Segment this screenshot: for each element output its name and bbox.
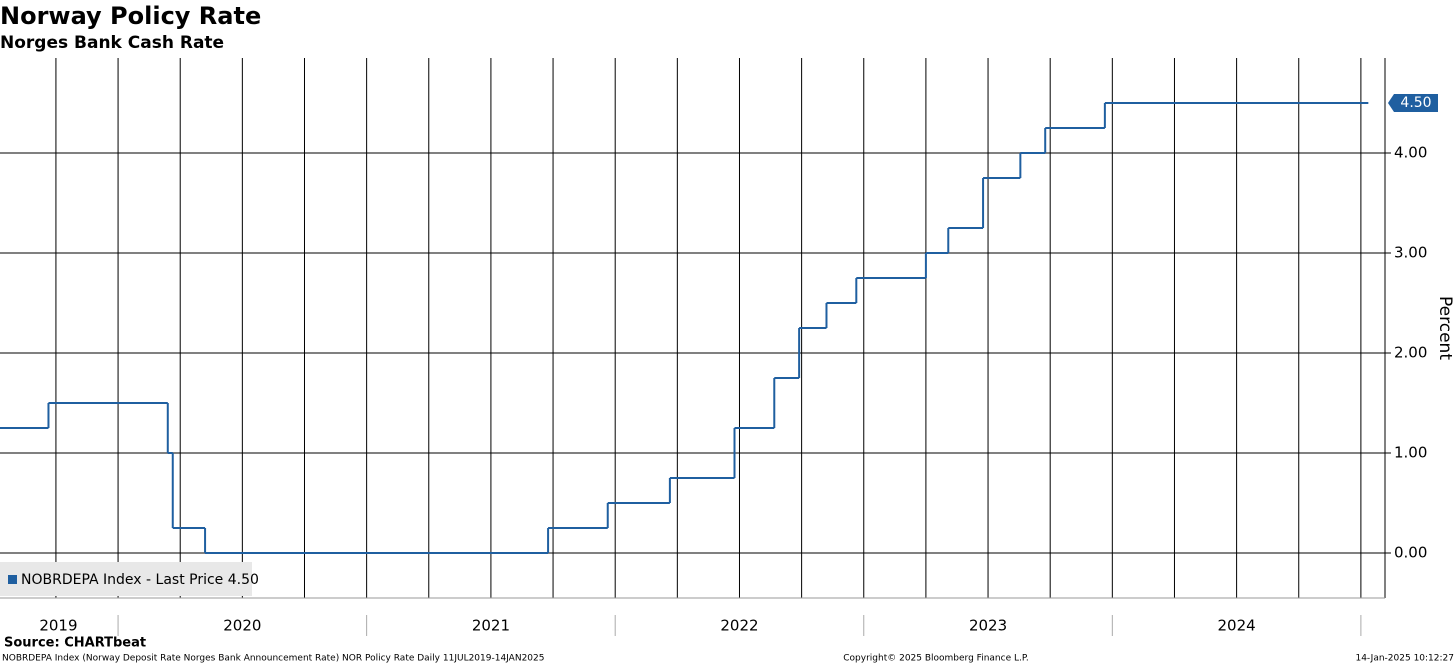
x-tick-label: 2023 — [969, 617, 1007, 635]
x-tick-label: 2024 — [1218, 617, 1256, 635]
last-value-flag — [1388, 94, 1438, 112]
x-tick-label: 2022 — [720, 617, 758, 635]
y-tick-label: 4.00 — [1394, 144, 1427, 162]
y-tick-label: 0.00 — [1394, 544, 1427, 562]
last-value-label: 4.50 — [1400, 95, 1431, 111]
y-axis-label: Percent — [1435, 296, 1455, 360]
legend-swatch — [8, 575, 17, 584]
source: Source: CHARTbeat — [4, 636, 146, 651]
footer-left: NOBRDEPA Index (Norway Deposit Rate Norg… — [2, 654, 544, 664]
legend-box — [0, 562, 252, 596]
chart-title: Norway Policy Rate — [0, 2, 261, 30]
footer-center: Copyright© 2025 Bloomberg Finance L.P. — [843, 654, 1028, 664]
y-tick-label: 3.00 — [1394, 244, 1427, 262]
x-tick-label: 2021 — [472, 617, 510, 635]
x-tick-label: 2019 — [39, 617, 77, 635]
y-tick-label: 2.00 — [1394, 344, 1427, 362]
chart-subtitle: Norges Bank Cash Rate — [0, 33, 224, 53]
y-tick-label: 1.00 — [1394, 444, 1427, 462]
legend-label: NOBRDEPA Index - Last Price 4.50 — [21, 572, 259, 588]
x-tick-label: 2020 — [223, 617, 261, 635]
footer-right: 14-Jan-2025 10:12:27 — [1355, 654, 1454, 664]
